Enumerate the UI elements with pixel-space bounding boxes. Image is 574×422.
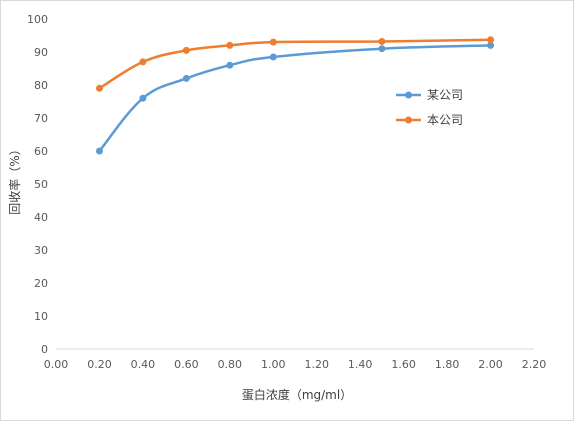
y-tick-label: 100 xyxy=(27,13,48,26)
x-tick-label: 0.60 xyxy=(174,358,199,371)
legend-label: 某公司 xyxy=(427,88,463,102)
legend-swatch-marker xyxy=(405,116,412,124)
y-tick-label: 30 xyxy=(34,244,48,257)
series-layer xyxy=(95,36,495,155)
data-point xyxy=(139,94,147,102)
data-point xyxy=(182,46,190,54)
x-tick-label: 1.80 xyxy=(435,358,460,371)
series-0 xyxy=(95,41,495,155)
data-point xyxy=(487,41,495,49)
y-tick-label: 90 xyxy=(34,46,48,59)
x-axis-title: 蛋白浓度（mg/ml） xyxy=(242,387,352,402)
data-point xyxy=(378,45,386,53)
x-tick-label: 2.20 xyxy=(522,358,547,371)
data-point xyxy=(269,53,277,61)
data-point xyxy=(226,61,234,69)
data-point xyxy=(378,37,386,45)
x-tick-label: 1.00 xyxy=(261,358,286,371)
series-1 xyxy=(95,36,495,92)
legend-item-0: 某公司 xyxy=(396,88,463,102)
data-point xyxy=(226,41,234,49)
y-tick-labels: 0 10 20 30 40 50 60 70 80 90 100 xyxy=(27,13,48,356)
data-point xyxy=(182,74,190,82)
y-tick-label: 40 xyxy=(34,211,48,224)
x-tick-label: 1.60 xyxy=(391,358,416,371)
legend-label: 本公司 xyxy=(427,113,463,127)
legend-item-1: 本公司 xyxy=(396,113,463,127)
data-point xyxy=(269,38,277,46)
y-axis-title: 回收率（%） xyxy=(7,143,22,214)
y-tick-label: 20 xyxy=(34,277,48,290)
y-tick-label: 50 xyxy=(34,178,48,191)
data-point xyxy=(95,147,103,155)
data-point xyxy=(139,58,147,66)
legend-swatch-marker xyxy=(405,91,412,99)
y-tick-label: 10 xyxy=(34,310,48,323)
data-point xyxy=(487,36,495,44)
x-tick-label: 0.80 xyxy=(218,358,243,371)
x-tick-label: 2.00 xyxy=(478,358,503,371)
y-tick-label: 70 xyxy=(34,112,48,125)
legend: 某公司 本公司 xyxy=(396,88,463,127)
x-tick-labels: 0.00 0.20 0.40 0.60 0.80 1.00 1.20 1.40 1.60 1.80… xyxy=(44,358,547,371)
y-tick-label: 60 xyxy=(34,145,48,158)
x-tick-label: 1.20 xyxy=(304,358,329,371)
y-tick-label: 0 xyxy=(41,343,48,356)
x-tick-label: 1.40 xyxy=(348,358,373,371)
data-point xyxy=(95,84,103,92)
x-tick-label: 0.00 xyxy=(44,358,69,371)
y-tick-label: 80 xyxy=(34,79,48,92)
x-tick-label: 0.40 xyxy=(131,358,156,371)
x-tick-label: 0.20 xyxy=(87,358,112,371)
